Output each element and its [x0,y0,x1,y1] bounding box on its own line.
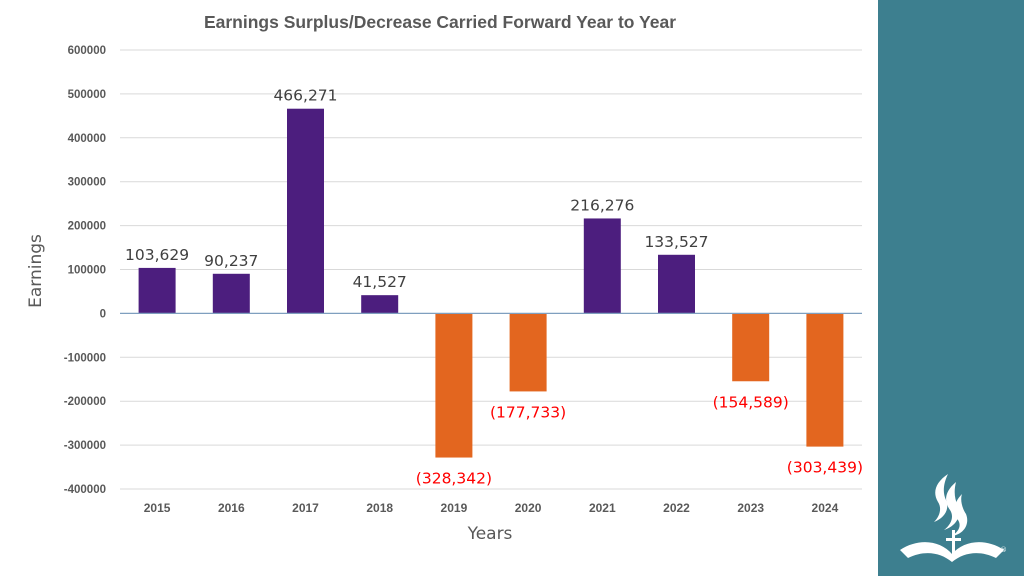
x-tick-label: 2020 [515,501,542,515]
x-tick-label: 2024 [812,501,839,515]
flame-bible-logo-icon: ® [900,474,1007,562]
y-tick-label: 100000 [68,265,106,277]
chart-area: Earnings Surplus/Decrease Carried Forwar… [26,12,863,544]
data-label-2017: 466,271 [273,87,337,105]
y-tick-label: -300000 [64,440,106,452]
x-axis-label: Years [467,524,513,544]
earnings-bar-chart: Earnings Surplus/Decrease Carried Forwar… [26,12,863,544]
data-label-2024: (303,439) [787,459,863,477]
y-tick-label: 0 [100,308,106,320]
y-tick-label: -100000 [64,352,106,364]
bar-2019 [435,313,473,458]
bar-2023 [732,313,770,382]
chart-title: Earnings Surplus/Decrease Carried Forwar… [204,12,676,32]
data-label-2019: (328,342) [416,470,492,488]
x-tick-label: 2017 [292,501,319,515]
registered-mark: ® [1000,546,1007,554]
x-tick-label: 2021 [589,501,616,515]
y-tick-label: 300000 [68,177,106,189]
bar-2022 [658,254,695,314]
y-tick-label: -200000 [64,396,106,408]
x-tick-label: 2022 [663,501,690,515]
data-label-2015: 103,629 [125,246,189,264]
data-label-2016: 90,237 [204,252,258,270]
x-tick-label: 2018 [366,501,393,515]
data-label-2021: 216,276 [570,196,634,214]
y-tick-label: 200000 [68,221,106,233]
side-panel [878,0,1024,576]
bar-2018 [361,295,399,314]
data-label-2022: 133,527 [644,233,708,251]
bar-2016 [212,273,250,314]
bar-2017 [287,108,324,314]
data-label-2023: (154,589) [713,393,789,411]
bar-2015 [138,267,176,314]
y-tick-label: 500000 [68,89,106,101]
bar-2021 [583,218,621,314]
x-tick-label: 2015 [144,501,171,515]
y-tick-label: -400000 [64,484,106,496]
data-label-2018: 41,527 [353,273,407,291]
y-tick-label: 600000 [68,45,106,57]
data-label-2020: (177,733) [490,403,566,421]
bar-2020 [509,313,547,392]
y-tick-label: 400000 [68,133,106,145]
x-tick-label: 2023 [737,501,764,515]
x-tick-label: 2016 [218,501,245,515]
y-axis-label: Earnings [26,234,46,308]
bar-2024 [806,313,844,447]
x-tick-label: 2019 [441,501,468,515]
